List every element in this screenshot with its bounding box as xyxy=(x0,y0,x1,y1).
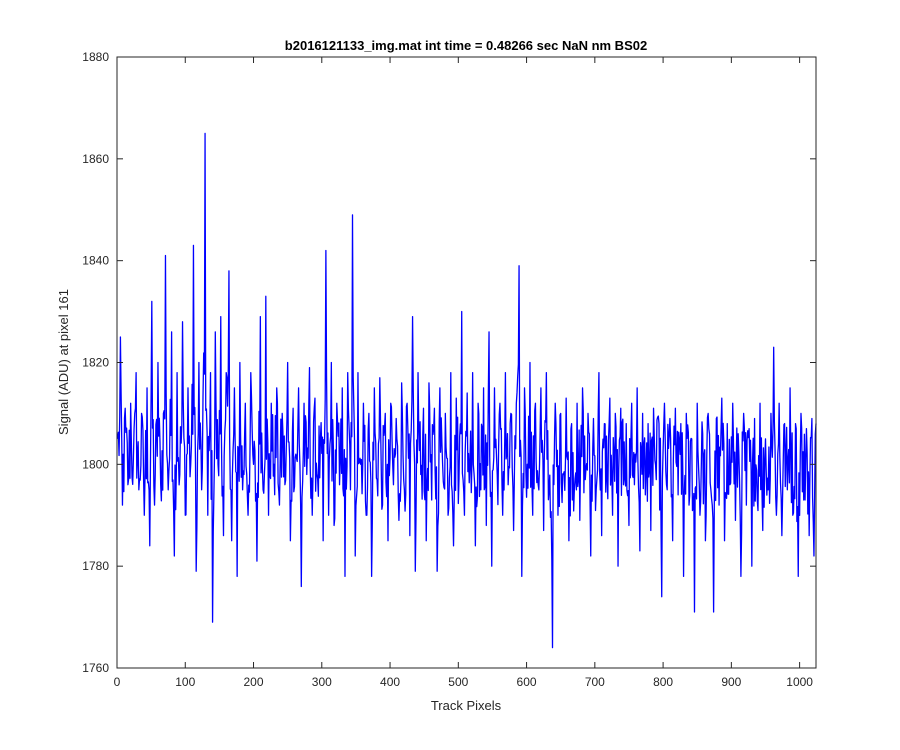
y-tick-label: 1840 xyxy=(82,254,109,268)
x-tick-label: 1000 xyxy=(786,675,813,689)
x-tick-label: 300 xyxy=(312,675,332,689)
series-line xyxy=(117,132,817,649)
y-tick-label: 1880 xyxy=(82,50,109,64)
x-tick-label: 0 xyxy=(114,675,121,689)
x-tick-label: 400 xyxy=(380,675,400,689)
x-tick-label: 900 xyxy=(721,675,741,689)
series-layer xyxy=(117,132,817,649)
y-axis-ticks: 1760 1780 1800 1820 1840 1860 1880 xyxy=(82,50,816,675)
y-tick-label: 1820 xyxy=(82,356,109,370)
x-axis-label: Track Pixels xyxy=(431,698,502,713)
x-tick-label: 600 xyxy=(517,675,537,689)
x-tick-label: 500 xyxy=(448,675,468,689)
y-tick-label: 1800 xyxy=(82,457,109,471)
y-tick-label: 1860 xyxy=(82,152,109,166)
y-axis-label: Signal (ADU) at pixel 161 xyxy=(56,289,71,435)
y-tick-label: 1760 xyxy=(82,661,109,675)
chart-title: b2016121133_img.mat int time = 0.48266 s… xyxy=(285,38,647,53)
x-tick-label: 200 xyxy=(244,675,264,689)
axes-background xyxy=(117,57,816,668)
y-tick-label: 1780 xyxy=(82,559,109,573)
x-tick-label: 700 xyxy=(585,675,605,689)
x-axis-ticks: 0 100 200 300 400 500 600 700 800 900 1000 xyxy=(114,57,813,689)
x-tick-label: 800 xyxy=(653,675,673,689)
x-tick-label: 100 xyxy=(175,675,195,689)
